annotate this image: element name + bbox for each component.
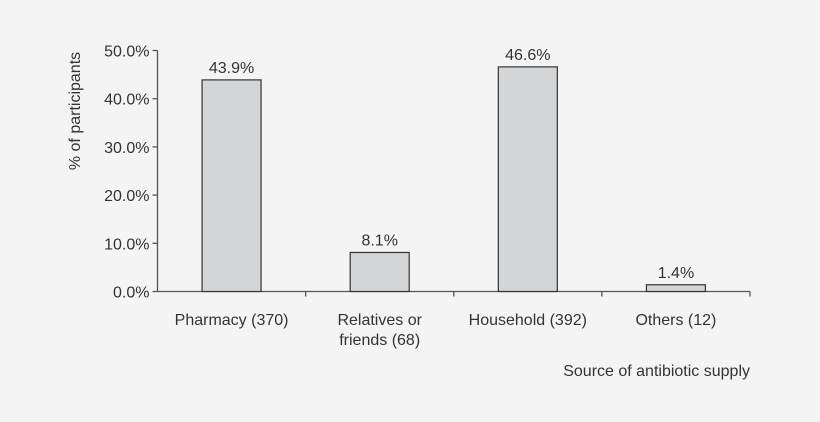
y-tick-label: 20.0% [104, 188, 149, 205]
x-axis-label: Source of antibiotic supply [563, 363, 750, 380]
x-tick-label: Household (392) [469, 312, 587, 329]
data-label: 46.6% [505, 47, 550, 64]
bar [645, 284, 707, 293]
bar [201, 79, 262, 293]
x-tick-label: Others (12) [635, 312, 716, 329]
y-tick-label: 30.0% [104, 140, 149, 157]
data-label: 1.4% [658, 265, 694, 282]
y-tick-label: 10.0% [104, 236, 149, 253]
data-label: 43.9% [209, 60, 254, 77]
y-tick-label: 50.0% [104, 44, 149, 61]
x-tick-label: Relatives or [337, 312, 422, 329]
data-label: 8.1% [361, 232, 397, 249]
y-tick-label: 0.0% [113, 285, 149, 302]
bar [349, 251, 410, 293]
y-tick-label: 40.0% [104, 92, 149, 109]
x-tick-label: friends (68) [339, 332, 420, 349]
y-axis-label: % of participants [67, 52, 84, 170]
x-tick-label: Pharmacy (370) [175, 312, 289, 329]
bar [497, 66, 558, 293]
